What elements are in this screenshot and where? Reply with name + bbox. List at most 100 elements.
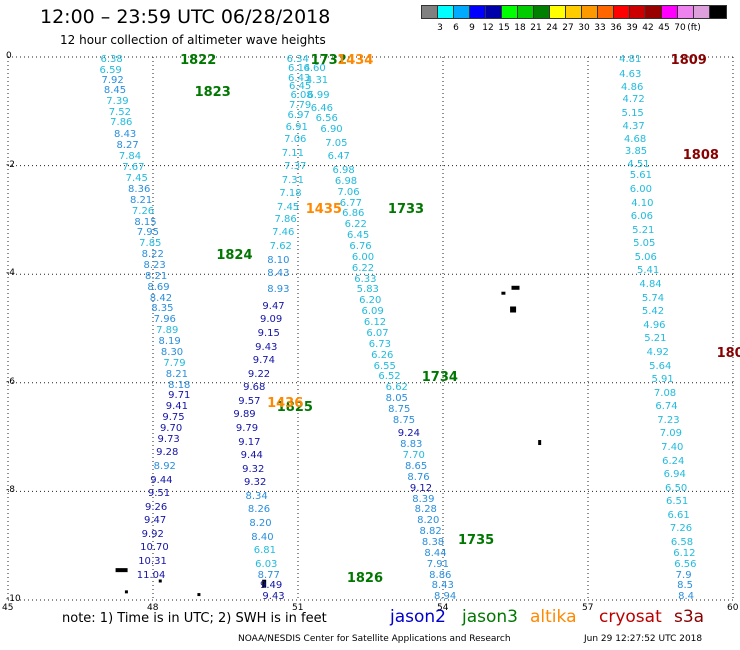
wave-height-value: 9.12 — [409, 482, 433, 494]
wave-height-value: 8.39 — [412, 493, 435, 505]
lat-tick-label: -8 — [6, 485, 15, 496]
wave-height-value: 8.92 — [153, 460, 176, 472]
colorbar-label: 33 — [594, 23, 606, 33]
pass-time-label: 1824 — [216, 248, 253, 264]
wave-height-value: 8.26 — [247, 504, 271, 516]
wave-height-value: 9.73 — [157, 433, 180, 445]
wave-height-value: 8.19 — [158, 336, 181, 348]
island-shape — [124, 590, 128, 594]
wave-height-value: 9.32 — [242, 463, 265, 475]
lat-tick-label: -10 — [6, 594, 21, 604]
wave-height-value: 8.34 — [245, 490, 268, 502]
wave-height-value: 9.32 — [244, 477, 267, 489]
timestamp: Jun 29 12:27:52 UTC 2018 — [584, 634, 703, 644]
colorbar-label: 9 — [469, 23, 475, 33]
wave-height-value: 4.37 — [622, 120, 645, 132]
wave-height-value: 6.09 — [361, 306, 384, 318]
wave-height-value: 6.46 — [310, 102, 334, 114]
colorbar-label: 15 — [498, 23, 510, 33]
wave-height-value: 7.62 — [269, 241, 292, 253]
wave-height-value: 6.77 — [339, 197, 363, 209]
wave-height-value: 6.56 — [674, 558, 697, 570]
colorbar-swatch — [709, 5, 727, 19]
wave-height-value: 7.26 — [669, 523, 693, 535]
wave-height-value: 7.86 — [274, 213, 297, 225]
wave-height-value: 6.20 — [359, 295, 382, 307]
wave-height-value: 6.73 — [368, 338, 392, 350]
wave-height-value: 6.91 — [285, 121, 308, 133]
wave-height-value: 8.93 — [267, 284, 290, 296]
wave-height-value: 6.55 — [373, 360, 396, 372]
wave-height-value: 8.43 — [267, 268, 290, 280]
wave-height-value: 9.71 — [168, 390, 191, 402]
wave-height-value: 5.61 — [629, 170, 653, 182]
wave-height-value: 9.49 — [260, 580, 283, 592]
wave-height-value: 10.31 — [138, 555, 167, 567]
wave-height-value: 5.64 — [649, 360, 672, 372]
colorbar-label: 21 — [530, 23, 542, 33]
wave-height-value: 6.14 — [288, 62, 311, 74]
wave-height-value: 7.26 — [131, 205, 155, 217]
wave-height-value: 8.18 — [168, 379, 191, 391]
pass-time-label: 1825 — [276, 400, 313, 416]
wave-height-value: 6.61 — [667, 509, 690, 521]
wave-height-value: 8.77 — [257, 569, 280, 581]
wave-height-value: 7.39 — [106, 96, 129, 108]
wave-height-value: 9.17 — [238, 436, 261, 448]
lat-tick-label: 0 — [6, 51, 12, 61]
wave-height-value: 8.36 — [128, 184, 151, 196]
wave-height-value: 8.86 — [429, 569, 452, 581]
wave-height-value: 6.58 — [670, 536, 694, 548]
lon-tick-label: 45 — [2, 603, 14, 613]
wave-height-value: 8.43 — [114, 128, 137, 140]
legend-jason3: jason3 — [462, 607, 518, 627]
wave-height-value: 7.96 — [153, 314, 176, 326]
wave-height-value: 8.21 — [129, 194, 153, 206]
wave-height-value: 7.11 — [281, 147, 305, 159]
colorbar-label: 27 — [562, 23, 574, 33]
pass-time-label: 1734 — [421, 370, 458, 386]
wave-height-value: 9.74 — [252, 355, 276, 367]
wave-height-value: 7.18 — [279, 188, 302, 200]
wave-height-value: 4.31 — [305, 75, 329, 87]
island-shape — [262, 579, 267, 588]
wave-height-value: 7.08 — [653, 387, 677, 399]
wave-height-value: 7.67 — [122, 162, 145, 174]
wave-height-value: 5.15 — [621, 108, 644, 119]
island-shape — [501, 291, 506, 295]
wave-height-value: 8.28 — [414, 504, 437, 516]
wave-height-value: 9.51 — [147, 488, 171, 500]
wave-height-value: 9.92 — [141, 528, 164, 540]
legend-altika: altika — [530, 607, 577, 627]
wave-height-value: 8.82 — [419, 526, 442, 538]
wave-height-value: 7.05 — [325, 137, 348, 149]
island-shape — [158, 579, 162, 583]
lon-tick-label: 57 — [582, 603, 594, 613]
wave-height-value: 9.24 — [397, 428, 421, 440]
wave-height-value: 7.23 — [657, 414, 680, 426]
wave-height-value: 7.92 — [101, 75, 124, 87]
wave-height-value: 8.65 — [405, 460, 428, 472]
legend-jason2: jason2 — [390, 607, 446, 627]
wave-height-value: 8.21 — [144, 270, 168, 282]
wave-height-value: 9.79 — [235, 422, 259, 434]
wave-height-value: 8.35 — [151, 303, 174, 315]
wave-height-value: 8.27 — [116, 139, 139, 151]
wave-height-value: 9.22 — [247, 368, 271, 380]
colorbar-label: 45 — [658, 23, 670, 33]
wave-height-value: 5.83 — [356, 284, 379, 296]
wave-height-value: 4.51 — [627, 158, 650, 170]
legend-cryosat: cryosat — [599, 607, 662, 627]
wave-height-value: 8.20 — [249, 517, 272, 529]
wave-height-value: 6.12 — [673, 547, 696, 559]
wave-height-value: 8.05 — [385, 393, 408, 405]
colorbar-label: 30 — [578, 23, 590, 33]
lon-tick-label: 51 — [292, 603, 304, 613]
wave-height-value: 6.00 — [351, 251, 375, 263]
wave-height-value: 4.92 — [646, 346, 669, 358]
pass-time-label: 1809 — [670, 52, 707, 68]
wave-height-value: 8.5 — [677, 580, 694, 592]
pass-time-label: 1808 — [682, 147, 719, 163]
wave-height-value: 9.57 — [238, 395, 261, 407]
colorbar-label: 18 — [514, 23, 526, 33]
